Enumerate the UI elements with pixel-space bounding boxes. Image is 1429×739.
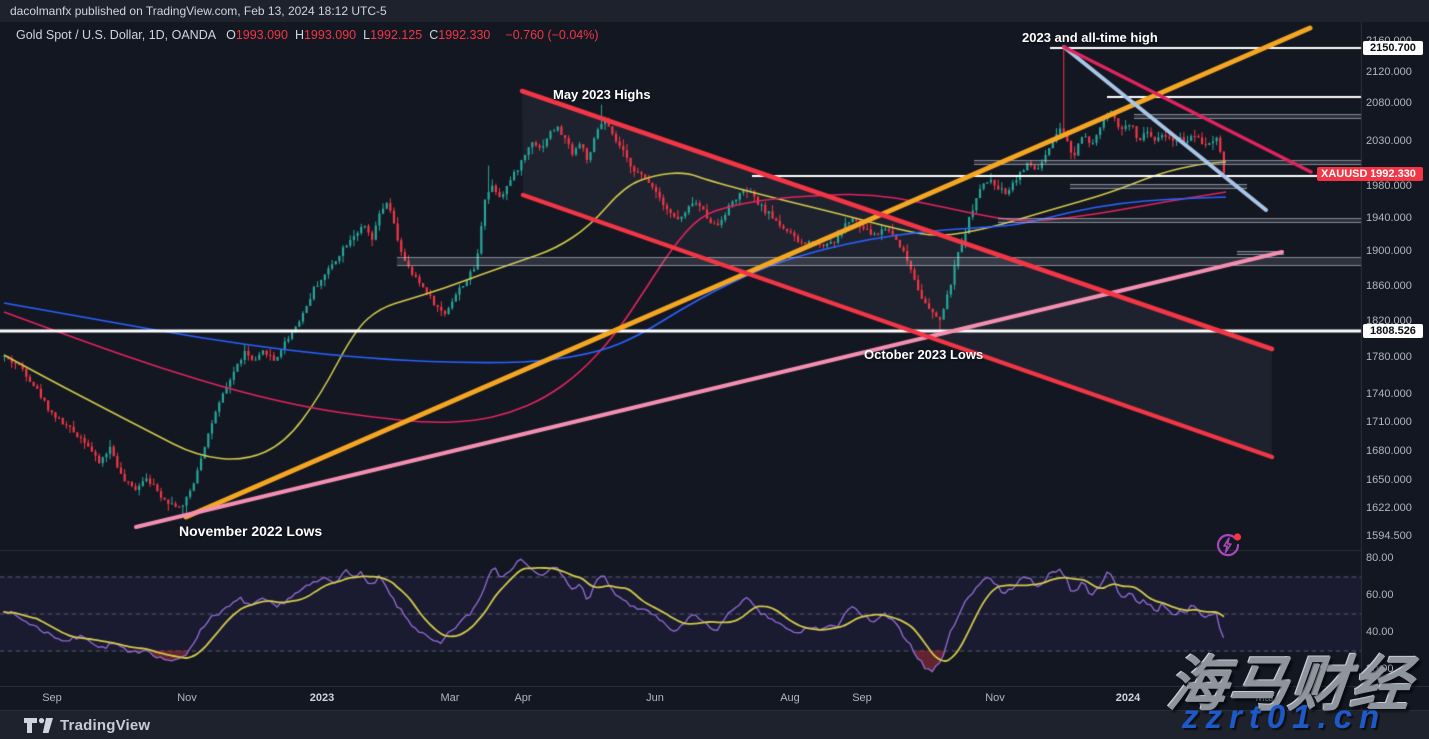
price-axis-label: 40.00 [1366, 626, 1394, 638]
price-axis-label: 2030.000 [1366, 135, 1412, 147]
time-axis-label: Apr [514, 692, 532, 704]
price-axis-label: 20.00 [1366, 663, 1394, 675]
change-value: −0.760 (−0.04%) [505, 28, 599, 42]
tradingview-brand-text[interactable]: TradingView [60, 717, 151, 734]
symbol-price-tag-text: XAUUSD [1321, 168, 1368, 180]
publish-text: dacolmanfx published on TradingView.com,… [10, 4, 387, 18]
flash-replay-icon[interactable] [1211, 529, 1243, 561]
time-axis-label: Jun [646, 692, 664, 704]
price-axis-label: 60.00 [1366, 589, 1394, 601]
price-level-badge: 1808.526 [1363, 324, 1423, 338]
chart-annotation: November 2022 Lows [179, 523, 323, 539]
watermark-url: zzrt01.cn [1182, 698, 1387, 735]
price-axis[interactable]: 2160.0002120.0002080.0002030.0001980.000… [1362, 22, 1429, 686]
notification-dot [1233, 533, 1242, 541]
chart-annotation: October 2023 Lows [864, 347, 984, 362]
price-axis-label: 1940.000 [1366, 212, 1412, 224]
time-axis-label: Mar [440, 692, 460, 704]
time-axis[interactable]: Sep Nov 2023 Mar Apr Jun Aug Sep Nov 2024 Mar [0, 686, 1429, 710]
ohlc-item: H1993.090 [294, 28, 357, 42]
price-axis-label: 1900.000 [1366, 245, 1412, 257]
time-axis-label: Sep [852, 692, 872, 704]
flash-icon-circle [1216, 534, 1240, 557]
price-axis-label: 1740.000 [1366, 388, 1412, 400]
ohlc-item: O1993.090 [226, 28, 288, 42]
publish-info-bar: dacolmanfx published on TradingView.com,… [0, 0, 1429, 22]
symbol-title[interactable]: Gold Spot / U.S. Dollar, 1D, OANDA [16, 28, 217, 42]
price-axis-label: 1710.000 [1366, 416, 1412, 428]
price-axis-label: 1980.000 [1366, 180, 1412, 192]
price-chart-canvas[interactable] [0, 0, 1362, 710]
ohlc-item: L1992.125 [363, 28, 423, 42]
chart-legend[interactable]: Gold Spot / U.S. Dollar, 1D, OANDA O1993.… [16, 28, 599, 42]
bottom-toolbar: TradingView [0, 710, 1429, 739]
price-axis-label: 1780.000 [1366, 351, 1412, 363]
lightning-bolt-icon [1223, 537, 1232, 554]
price-axis-label: 2080.000 [1366, 97, 1412, 109]
ohlc-item: C1992.330 [429, 28, 491, 42]
time-axis-label: Aug [780, 692, 800, 704]
chart-annotation: 2023 and all-time high [1022, 30, 1158, 45]
price-axis-label: 1622.000 [1366, 502, 1412, 514]
time-axis-label: Nov [177, 692, 197, 704]
time-axis-label: Nov [985, 692, 1005, 704]
price-axis-label: 80.00 [1366, 552, 1394, 564]
price-level-badge: 2150.700 [1363, 41, 1423, 55]
symbol-price-tag: XAUUSD [1317, 167, 1372, 181]
time-axis-label: Mar [1255, 692, 1275, 704]
price-axis-label: 1594.500 [1366, 530, 1412, 542]
time-axis-label: Sep [42, 692, 62, 704]
time-axis-label: 2024 [1115, 692, 1141, 704]
chart-annotation: May 2023 Highs [553, 87, 651, 102]
current-price-badge: 1992.330 [1363, 167, 1423, 181]
time-axis-label: 2023 [309, 692, 335, 704]
price-axis-label: 2120.000 [1366, 66, 1412, 78]
price-axis-label: 1650.000 [1366, 474, 1412, 486]
ohlc-values: O1993.090 H1993.090 L1992.125 C1992.330 [226, 28, 497, 42]
tradingview-logo-icon[interactable] [24, 718, 54, 734]
price-axis-label: 1680.000 [1366, 445, 1412, 457]
price-axis-label: 1860.000 [1366, 280, 1412, 292]
